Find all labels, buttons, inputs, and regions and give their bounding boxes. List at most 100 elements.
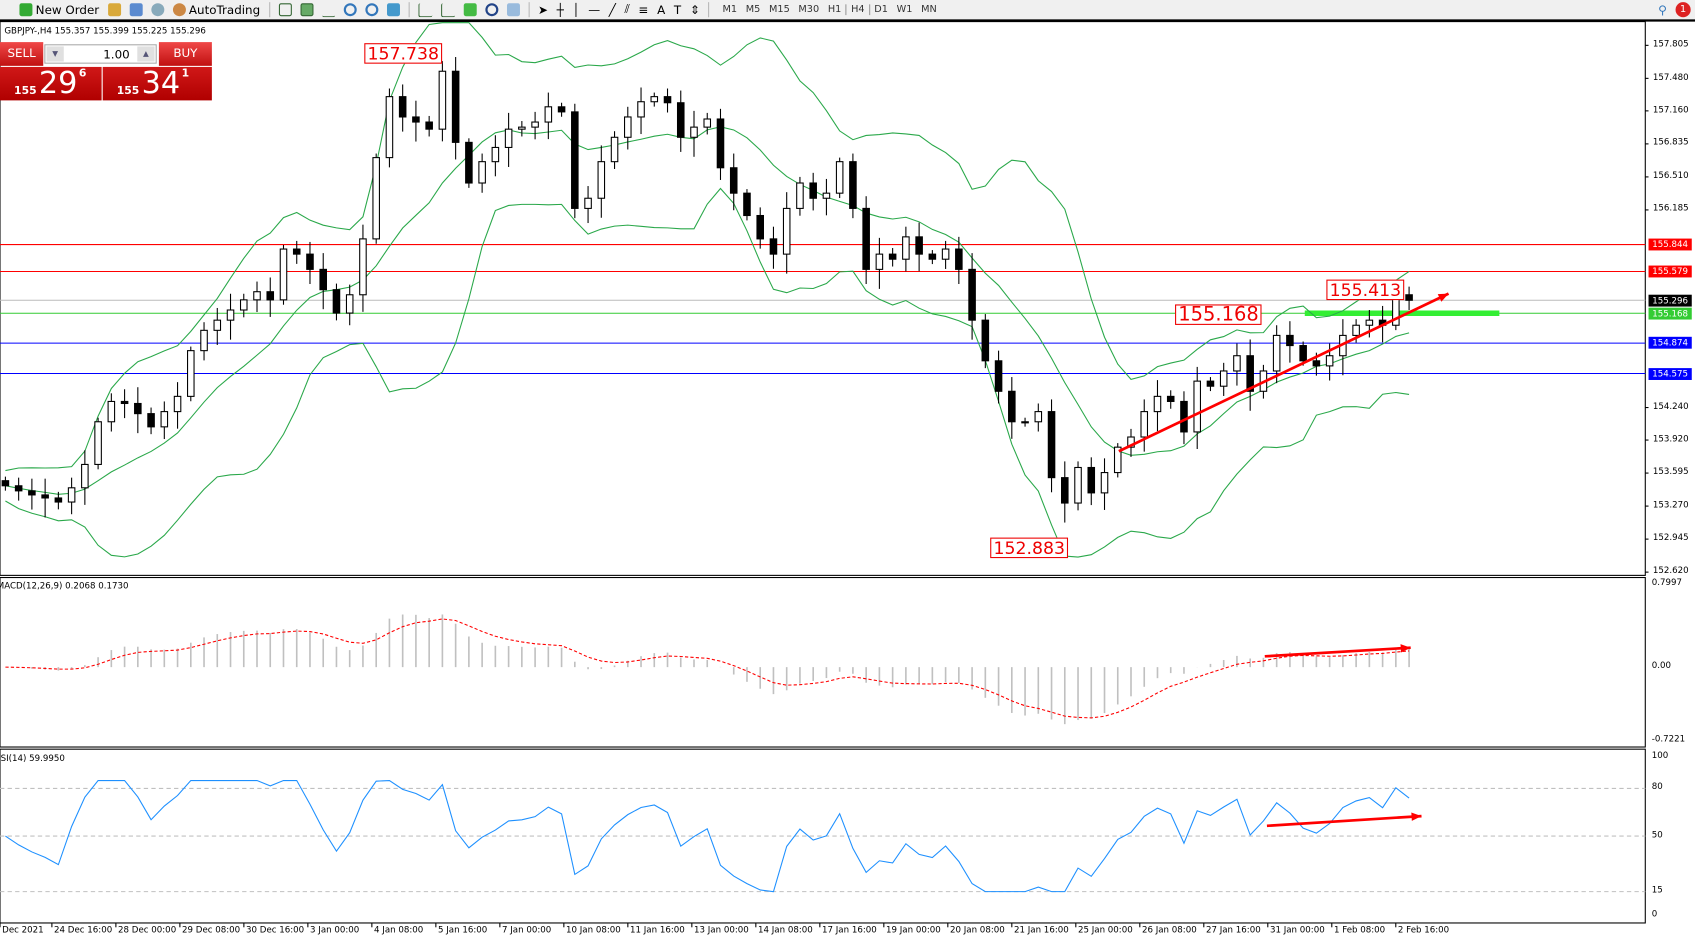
zoom-in-icon[interactable]: [343, 3, 357, 17]
candle: [1272, 325, 1281, 384]
timeframe-mn[interactable]: MN: [921, 4, 937, 16]
timeframe-h1[interactable]: H1: [827, 4, 842, 16]
candle-body: [28, 490, 36, 496]
time-axis-label: 26 Jan 08:00: [1141, 925, 1197, 935]
macd-trend-arrow: [1264, 646, 1411, 658]
search-icon[interactable]: ⚲: [1658, 2, 1667, 17]
templates-icon[interactable]: [506, 3, 520, 17]
periods-icon[interactable]: [484, 3, 498, 17]
candle: [650, 92, 659, 107]
sell-price[interactable]: 155 29 6: [0, 65, 102, 101]
timeframe-h4[interactable]: H4: [845, 4, 870, 16]
low-annotation[interactable]: 152.883: [990, 537, 1069, 559]
candle-body: [1021, 421, 1029, 424]
candle: [637, 87, 645, 135]
timeframe-w1[interactable]: W1: [896, 4, 913, 16]
high-annotation[interactable]: 157.738: [364, 43, 443, 64]
candle: [1087, 457, 1096, 506]
candle: [187, 346, 195, 402]
indicators-icon[interactable]: [463, 3, 477, 17]
candle-body: [213, 319, 222, 331]
text-icon[interactable]: A: [657, 2, 666, 17]
timeframe-m1[interactable]: M1: [722, 4, 738, 16]
autotrading-button[interactable]: AutoTrading: [172, 3, 260, 17]
zoom-out-icon[interactable]: [365, 3, 378, 17]
candle-body: [94, 421, 102, 465]
crosshair-icon[interactable]: ┼: [556, 2, 564, 17]
candle: [716, 108, 725, 180]
equidistant-channel-icon[interactable]: ⫽: [624, 2, 630, 17]
rsi-axis-label: 0: [1651, 908, 1658, 919]
price-axis-label: 154.240: [1652, 401, 1689, 411]
increase-lot-button[interactable]: ▲: [137, 46, 155, 62]
candle-body: [266, 291, 275, 301]
terminal-icon[interactable]: [129, 3, 143, 17]
candlestick-icon[interactable]: [300, 3, 314, 17]
notifications-icon[interactable]: 1: [1675, 2, 1691, 18]
lot-size-input[interactable]: ▼ 1.00 ▲: [44, 44, 157, 64]
candle-body: [147, 413, 155, 428]
rsi-axis-label: 50: [1651, 829, 1663, 840]
bar-chart-icon[interactable]: [278, 3, 292, 17]
vertical-line-icon[interactable]: │: [572, 2, 580, 17]
candle: [809, 172, 817, 211]
candle-body: [345, 294, 354, 314]
candle: [888, 248, 897, 267]
candle-body: [478, 161, 486, 184]
candle-body: [120, 400, 129, 405]
candle: [743, 189, 751, 221]
candle-body: [306, 253, 314, 270]
candle-body: [239, 299, 248, 311]
signals-icon[interactable]: [151, 3, 165, 17]
line-chart-icon[interactable]: [321, 3, 335, 17]
candle-body: [624, 116, 632, 138]
candle: [1233, 343, 1241, 386]
timeframe-d1[interactable]: D1: [874, 4, 888, 16]
candle-body: [1087, 466, 1096, 494]
history-icon[interactable]: [107, 3, 121, 17]
new-order-button[interactable]: New Order: [19, 3, 99, 17]
candle: [94, 417, 102, 470]
time-axis-label: 17 Jan 16:00: [821, 925, 877, 935]
candle-body: [769, 238, 778, 255]
candle-body: [1180, 400, 1188, 433]
timeframe-m15[interactable]: M15: [768, 4, 790, 16]
buy-button[interactable]: BUY: [158, 42, 212, 66]
candle-body: [796, 182, 804, 209]
price-axis-label: 156.835: [1652, 137, 1689, 148]
candle: [239, 293, 248, 318]
candle-body: [756, 214, 764, 240]
fibonacci-icon[interactable]: ≡: [638, 2, 649, 17]
sell-button[interactable]: SELL: [0, 42, 44, 66]
candle: [584, 186, 592, 224]
candle-body: [41, 494, 49, 499]
candle-body: [14, 485, 23, 492]
candle: [1140, 399, 1149, 452]
decrease-lot-button[interactable]: ▼: [46, 46, 64, 62]
arrows-icon[interactable]: ⇕: [689, 2, 700, 17]
time-axis-label: 25 Jan 00:00: [1077, 925, 1133, 935]
candle-body: [716, 118, 725, 169]
timeframe-m30[interactable]: M30: [798, 4, 820, 16]
candle-body: [226, 309, 235, 321]
candle: [1286, 321, 1294, 363]
candle: [941, 240, 950, 269]
trendline-icon[interactable]: ╱: [608, 2, 616, 17]
timeframe-m5[interactable]: M5: [745, 4, 761, 16]
buy-price[interactable]: 155 34 1: [102, 65, 212, 101]
tile-windows-icon[interactable]: [386, 3, 400, 17]
recent-high-annotation[interactable]: 155.413: [1326, 279, 1405, 301]
candle: [835, 157, 844, 199]
horizontal-line-icon[interactable]: —: [588, 2, 601, 17]
candle: [28, 478, 36, 510]
chart-shift-icon[interactable]: [440, 2, 455, 17]
price-trend-arrow: [1118, 292, 1450, 453]
time-axis-label: 13 Jan 00:00: [694, 925, 749, 935]
macd-axis-label: 0.7997: [1651, 577, 1683, 588]
level-annotation[interactable]: 155.168: [1175, 304, 1262, 325]
candle-body: [504, 128, 513, 148]
cursor-icon[interactable]: ➤: [537, 2, 548, 17]
auto-scroll-icon[interactable]: [417, 2, 433, 17]
text-label-icon[interactable]: T: [673, 2, 682, 17]
